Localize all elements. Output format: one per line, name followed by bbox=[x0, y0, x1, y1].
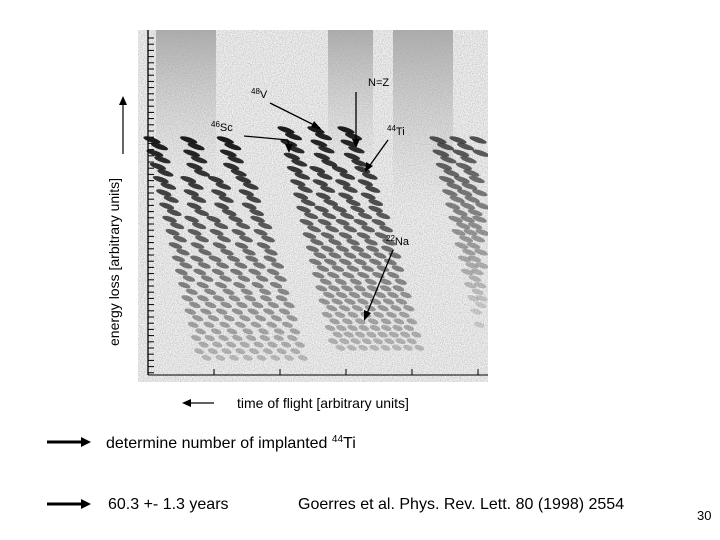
x-axis-arrow bbox=[182, 399, 214, 407]
half-life-value: 60.3 +- 1.3 years bbox=[108, 496, 229, 513]
v48-arrow-line bbox=[269, 102, 321, 129]
label-22na: 22Na bbox=[386, 234, 409, 248]
label-44ti: 44Ti bbox=[387, 124, 405, 138]
sc46-arrow-line bbox=[243, 135, 289, 141]
label-n-equals-z: N=Z bbox=[368, 77, 390, 89]
x-axis-label: time of flight [arbitrary units] bbox=[237, 395, 409, 411]
ti44-arrow-line bbox=[367, 139, 389, 169]
sc46-arrowhead bbox=[285, 144, 293, 153]
reference-citation: Goerres et al. Phys. Rev. Lett. 80 (1998… bbox=[298, 496, 625, 513]
y-axis-arrow bbox=[119, 96, 127, 154]
v48-arrowhead bbox=[311, 121, 322, 130]
particle-identification-plot bbox=[138, 30, 488, 382]
label-48v: 48V bbox=[251, 87, 268, 101]
bullet-arrow-2 bbox=[47, 499, 91, 509]
na22-arrowhead bbox=[364, 310, 371, 321]
nz-arrowhead bbox=[352, 139, 360, 148]
na22-arrow-line bbox=[365, 249, 394, 317]
ti44-arrowhead bbox=[365, 162, 373, 172]
page-number: 30 bbox=[697, 508, 712, 523]
label-46sc: 46Sc bbox=[211, 120, 233, 134]
bullet-text-1: determine number of implanted 44Ti bbox=[106, 434, 356, 452]
bullet-arrow-1 bbox=[47, 437, 91, 447]
